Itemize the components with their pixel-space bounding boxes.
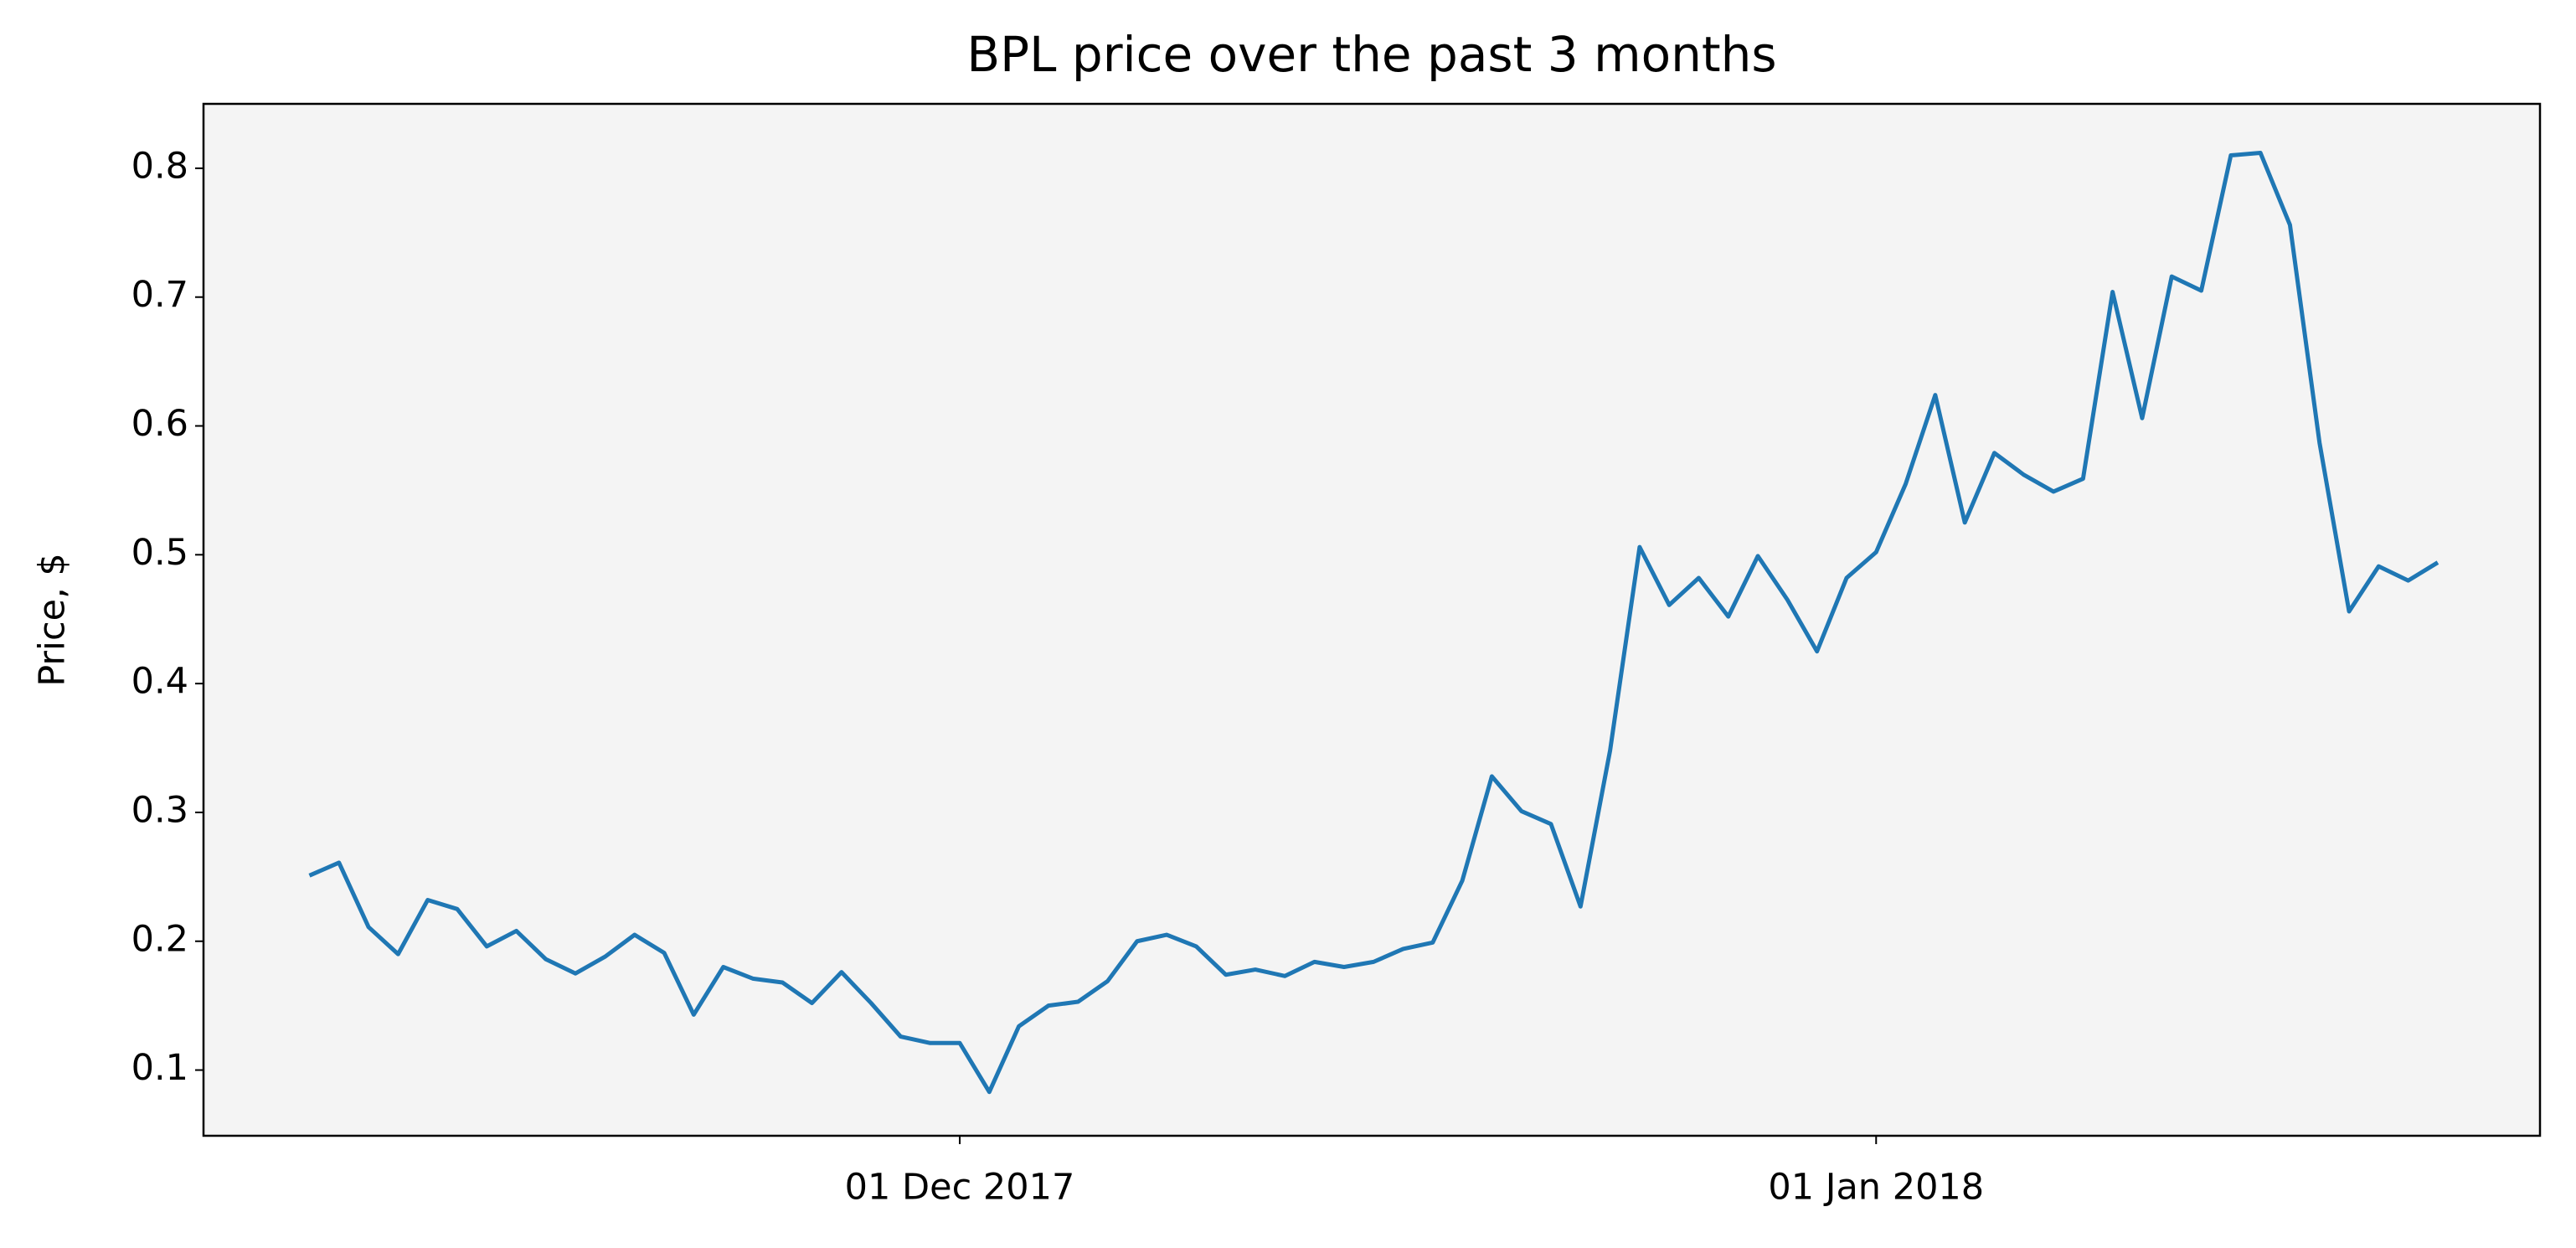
price-line [308,150,2439,1095]
y-tick-label: 0.2 [131,918,188,960]
y-tick-label: 0.7 [131,274,188,316]
y-tick-label: 0.6 [131,403,188,445]
y-axis-label: Price, $ [32,553,74,687]
plot-background [204,104,2540,1136]
y-tick-label: 0.8 [131,145,188,187]
y-tick-label: 0.3 [131,789,188,831]
y-tick-label: 0.5 [131,532,188,574]
y-tick-label: 0.4 [131,661,188,703]
chart-title: BPL price over the past 3 months [966,26,1776,83]
x-tick-label: 01 Jan 2018 [1768,1167,1984,1209]
plot-frame [202,102,2542,1137]
y-tick-label: 0.1 [131,1047,188,1089]
x-tick-label: 01 Dec 2017 [845,1167,1075,1209]
